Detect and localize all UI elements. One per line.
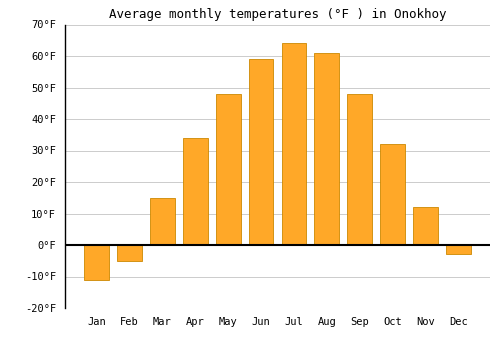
Bar — [380, 144, 405, 245]
Bar — [216, 94, 240, 245]
Bar — [314, 53, 339, 245]
Bar — [446, 245, 470, 254]
Bar — [282, 43, 306, 245]
Bar — [117, 245, 142, 261]
Bar — [413, 207, 438, 245]
Bar — [183, 138, 208, 245]
Bar — [84, 245, 109, 280]
Bar — [150, 198, 174, 245]
Bar — [348, 94, 372, 245]
Title: Average monthly temperatures (°F ) in Onokhoy: Average monthly temperatures (°F ) in On… — [109, 8, 446, 21]
Bar — [248, 59, 274, 245]
